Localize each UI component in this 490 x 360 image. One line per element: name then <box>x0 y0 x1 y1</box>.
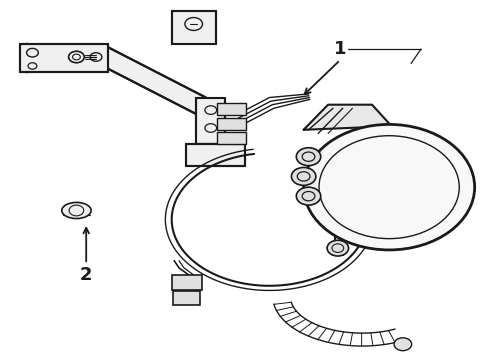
Polygon shape <box>196 98 225 144</box>
Text: 1: 1 <box>334 40 346 58</box>
Text: 2: 2 <box>80 266 93 284</box>
Circle shape <box>327 240 348 256</box>
FancyBboxPatch shape <box>217 118 246 130</box>
FancyBboxPatch shape <box>217 132 246 144</box>
Polygon shape <box>20 44 108 72</box>
Polygon shape <box>186 144 245 166</box>
Polygon shape <box>172 12 216 44</box>
FancyBboxPatch shape <box>172 291 200 305</box>
Circle shape <box>304 125 475 250</box>
Circle shape <box>296 187 321 205</box>
Ellipse shape <box>62 202 91 219</box>
FancyBboxPatch shape <box>217 103 246 116</box>
Polygon shape <box>108 47 206 119</box>
Circle shape <box>296 148 321 166</box>
Circle shape <box>292 167 316 185</box>
Polygon shape <box>304 105 392 130</box>
FancyBboxPatch shape <box>172 275 201 291</box>
Circle shape <box>394 338 412 351</box>
